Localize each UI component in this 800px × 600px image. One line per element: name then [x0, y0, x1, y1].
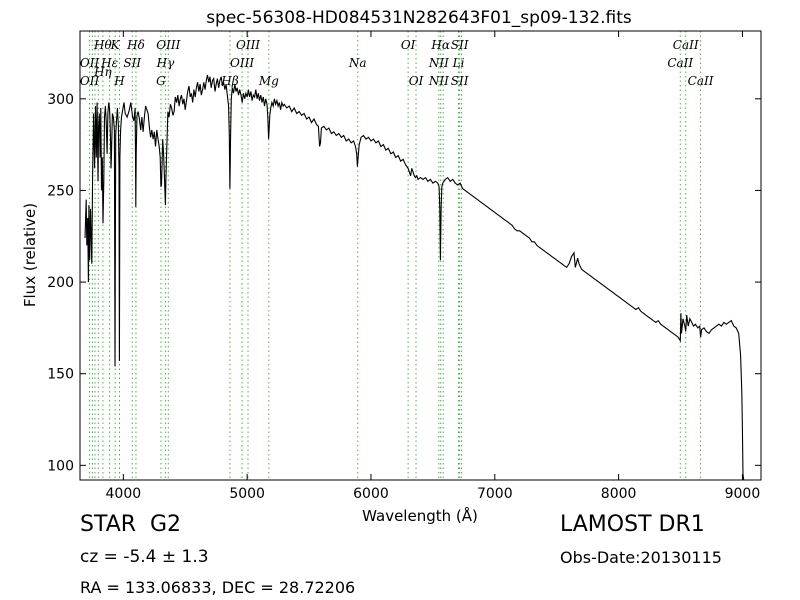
redshift-text: cz = -5.4 ± 1.3 — [80, 547, 209, 567]
emission-line-markers — [89, 31, 702, 480]
y-axis-ticks: 100 150 200 250 300 — [47, 92, 761, 474]
x-tick-label: 6000 — [353, 486, 389, 502]
line-label: Mg — [258, 74, 279, 88]
coordinates-text: RA = 133.06833, DEC = 28.72206 — [80, 578, 356, 597]
line-label: OI — [409, 74, 424, 88]
line-label: NII — [428, 56, 449, 70]
x-tick-label: 7000 — [477, 486, 513, 502]
line-label: Li — [452, 56, 465, 70]
line-label: H — [113, 74, 125, 88]
line-label: CaII — [673, 38, 699, 52]
line-label: SII — [451, 38, 469, 52]
line-label: OIII — [236, 38, 260, 52]
x-tick-label: 9000 — [725, 486, 761, 502]
line-label: Na — [348, 56, 367, 70]
line-label: Hη — [93, 65, 112, 79]
x-axis-label: Wavelength (Å) — [362, 506, 478, 525]
y-tick-label: 250 — [47, 183, 74, 199]
line-label: Hδ — [126, 38, 145, 52]
y-tick-label: 150 — [47, 367, 74, 383]
line-label: G — [156, 74, 166, 88]
line-label: SII — [123, 56, 141, 70]
line-label: Hε — [100, 56, 118, 70]
line-label: NII — [428, 74, 449, 88]
observation-date: Obs-Date:20130115 — [560, 548, 722, 567]
chart-title: spec-56308-HD084531N282643F01_sp09-132.f… — [206, 8, 632, 28]
line-label: CaII — [688, 74, 714, 88]
y-tick-label: 300 — [47, 92, 74, 108]
object-subclass: G2 — [150, 512, 182, 537]
line-label: CaII — [667, 56, 693, 70]
y-tick-label: 200 — [47, 275, 74, 291]
x-tick-label: 5000 — [229, 486, 265, 502]
line-label: K — [110, 38, 121, 52]
line-label: OII — [80, 56, 100, 70]
line-label: Hθ — [93, 38, 112, 52]
line-label: OI — [401, 38, 416, 52]
line-label: Hγ — [156, 56, 175, 70]
y-tick-label: 100 — [47, 458, 74, 474]
line-label: Hα — [430, 38, 450, 52]
spectrum-line — [84, 74, 745, 481]
line-label: OIII — [156, 38, 180, 52]
line-label: Hβ — [220, 74, 238, 88]
object-class: STAR — [80, 512, 137, 537]
survey-name: LAMOST DR1 — [560, 512, 705, 537]
line-label: OIII — [230, 56, 254, 70]
y-axis-label: Flux (relative) — [21, 203, 39, 307]
x-axis-ticks: 4000 5000 6000 7000 8000 9000 — [106, 31, 761, 502]
line-label: OII — [80, 74, 100, 88]
line-label: SII — [451, 74, 469, 88]
x-tick-label: 4000 — [106, 486, 142, 502]
x-tick-label: 8000 — [601, 486, 637, 502]
plot-frame — [79, 30, 762, 481]
